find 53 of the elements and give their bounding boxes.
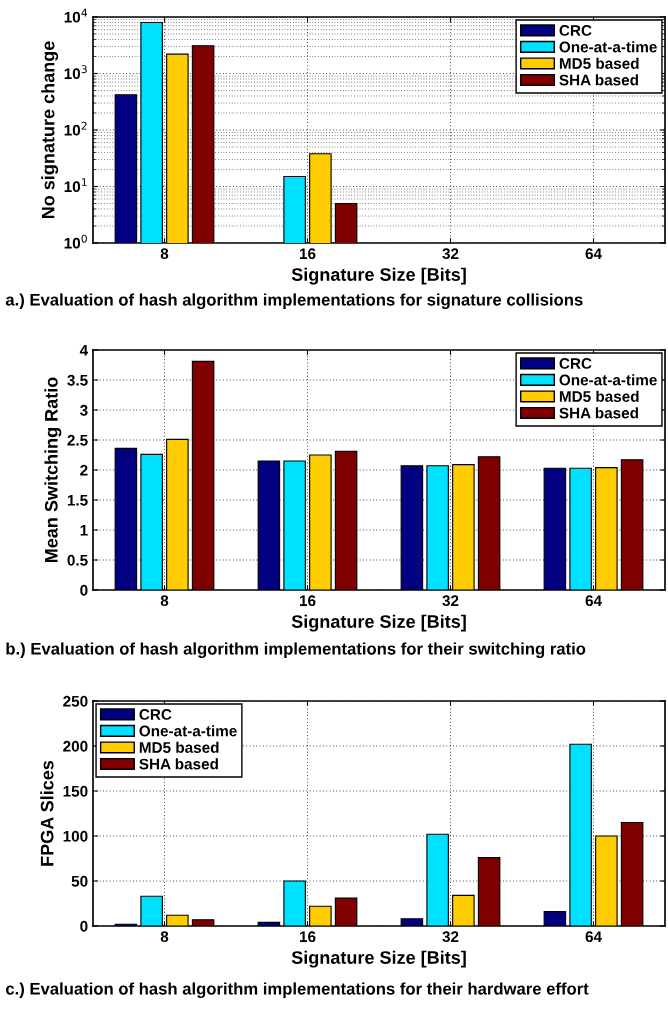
y-tick-label: 10$^{3}$ bbox=[64, 65, 87, 80]
x-tick-label: 16 bbox=[299, 931, 316, 943]
y-tick-label: 0 bbox=[80, 584, 88, 596]
legend-label: SHA based bbox=[139, 758, 218, 770]
y-tick-label: 50 bbox=[71, 875, 88, 887]
text: a.) Evaluation of hash algorithm implementations for signature collisions bbox=[5, 293, 583, 309]
x-tick-label: 64 bbox=[585, 248, 602, 260]
x-axis-title: Signature Size [Bits] bbox=[291, 267, 466, 285]
legend-label: One-at-a-time bbox=[559, 41, 657, 53]
x-tick-label: 64 bbox=[585, 595, 602, 607]
x-tick-label: 8 bbox=[160, 595, 169, 607]
x-tick-label: 8 bbox=[160, 931, 169, 943]
legend-label: CRC bbox=[559, 358, 592, 369]
x-axis-title: Signature Size [Bits] bbox=[291, 950, 466, 968]
x-tick-label: 16 bbox=[299, 248, 316, 260]
text: c.) Evaluation of hash algorithm implementations for their hardware effort bbox=[6, 982, 589, 998]
y-tick-label: 150 bbox=[63, 785, 88, 797]
y-tick-label: 0 bbox=[80, 920, 88, 932]
y-tick-label: 3.5 bbox=[67, 374, 88, 386]
y-tick-label: 100 bbox=[63, 830, 88, 842]
y-tick-label: 1.5 bbox=[67, 495, 88, 506]
y-axis-title: No signature change bbox=[41, 41, 59, 219]
legend-label: MD5 based bbox=[139, 741, 219, 753]
legend-label: CRC bbox=[559, 25, 592, 36]
x-axis-title: Signature Size [Bits] bbox=[291, 614, 466, 632]
x-tick-label: 16 bbox=[299, 595, 316, 607]
y-tick-label: 10$^{1}$ bbox=[64, 178, 87, 193]
y-tick-label: 10$^{4}$ bbox=[64, 8, 88, 23]
y-tick-label: 2.5 bbox=[67, 434, 88, 446]
y-axis-title: FPGA Slices bbox=[40, 760, 54, 866]
y-tick-label: 200 bbox=[63, 740, 88, 752]
legend-label: One-at-a-time bbox=[139, 725, 237, 737]
y-tick-label: 4 bbox=[79, 345, 89, 356]
y-axis-title: Mean Switching Ratio bbox=[44, 377, 62, 563]
legend-label: SHA based bbox=[559, 74, 638, 86]
x-tick-label: 32 bbox=[442, 931, 459, 943]
y-tick-label: 0.5 bbox=[67, 554, 88, 566]
y-tick-label: 2 bbox=[80, 464, 88, 476]
x-tick-label: 8 bbox=[160, 248, 169, 260]
text: b.) Evaluation of hash algorithm implementations for their switching ratio bbox=[6, 642, 586, 658]
legend-label: MD5 based bbox=[559, 57, 639, 69]
legend-label: One-at-a-time bbox=[559, 374, 657, 386]
x-tick-label: 32 bbox=[442, 248, 459, 260]
y-tick-label: 10$^{0}$ bbox=[64, 234, 87, 249]
x-tick-label: 64 bbox=[585, 931, 602, 943]
x-tick-label: 32 bbox=[442, 595, 459, 607]
legend-label: CRC bbox=[139, 709, 172, 720]
legend-label: SHA based bbox=[559, 407, 638, 419]
y-tick-label: 10$^{2}$ bbox=[64, 121, 87, 136]
legend-label: MD5 based bbox=[559, 390, 639, 402]
y-tick-label: 250 bbox=[63, 695, 88, 707]
y-tick-label: 3 bbox=[79, 404, 88, 416]
y-tick-label: 1 bbox=[80, 525, 88, 536]
